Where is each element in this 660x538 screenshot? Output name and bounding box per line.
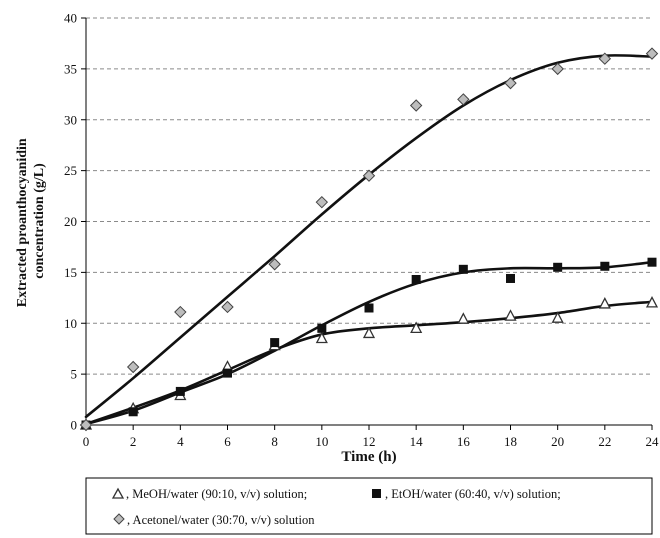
diamond-point: [457, 93, 470, 106]
square-point: [458, 264, 468, 274]
diamond-point: [362, 169, 376, 182]
legend-item-meoh: , MeOH/water (90:10, v/v) solution;: [111, 487, 307, 501]
legend-diamond-marker: [113, 513, 125, 525]
diamond-point: [551, 62, 564, 76]
x-tick-label: 20: [551, 434, 564, 449]
square-point: [175, 386, 185, 396]
y-tick-label: 25: [64, 163, 77, 178]
triangle-point: [410, 321, 423, 333]
square-point: [317, 323, 327, 333]
legend-label-acetone: , Acetonel/water (30:70, v/v) solution: [127, 513, 315, 527]
y-tick-label: 0: [71, 418, 78, 433]
x-tick-label: 22: [598, 434, 611, 449]
square-point: [600, 261, 610, 271]
triangle-point: [362, 326, 376, 339]
legend-item-etoh: , EtOH/water (60:40, v/v) solution;: [372, 487, 561, 501]
y-tick-label: 15: [64, 265, 77, 280]
x-tick-label: 24: [646, 434, 660, 449]
diamond-point: [221, 300, 234, 314]
diamond-point: [645, 47, 659, 60]
legend-label-meoh: , MeOH/water (90:10, v/v) solution;: [126, 487, 307, 501]
fit-curves: [84, 54, 654, 426]
y-axis-title-line-1: Extracted proanthocyanidin: [15, 138, 30, 307]
legend-box: [85, 477, 653, 535]
diamond-point: [504, 76, 517, 90]
y-tick-label: 5: [71, 367, 78, 382]
fit-curve-meoh: [84, 300, 654, 426]
grid: [86, 17, 652, 375]
legend-label-etoh: , EtOH/water (60:40, v/v) solution;: [385, 487, 561, 501]
diamond-point: [126, 360, 140, 374]
legend-square-marker: [372, 489, 381, 498]
legend-item-acetone: , Acetonel/water (30:70, v/v) solution: [113, 513, 315, 527]
triangle-point: [598, 297, 611, 309]
square-point: [223, 368, 232, 378]
x-tick-label: 6: [224, 434, 231, 449]
y-tick-label: 35: [64, 61, 77, 76]
x-tick-label: 12: [363, 434, 376, 449]
y-axis-title: Extracted proanthocyanidin concentration…: [15, 135, 47, 307]
fit-curve-acetone: [84, 54, 654, 419]
y-axis-title-line-2: concentration (g/L): [32, 163, 47, 279]
diamond-point: [598, 52, 612, 65]
x-tick-label: 8: [271, 434, 278, 449]
square-point: [647, 257, 657, 267]
x-tick-label: 4: [177, 434, 184, 449]
diamond-point: [79, 418, 93, 432]
square-point: [128, 407, 138, 417]
y-tick-label: 40: [64, 11, 77, 26]
y-tick-label: 10: [64, 316, 77, 331]
diamond-point: [409, 99, 423, 112]
legend: , MeOH/water (90:10, v/v) solution; , Et…: [85, 477, 653, 535]
diamond-point: [174, 305, 187, 319]
diamond-point: [315, 195, 329, 209]
x-axis-title: Time (h): [341, 449, 396, 465]
x-tick-label: 0: [83, 434, 90, 449]
y-tick-label: 20: [64, 214, 77, 229]
data-points: [79, 47, 659, 432]
x-tick-label: 10: [315, 434, 328, 449]
square-point: [506, 273, 515, 283]
square-point: [270, 338, 280, 348]
square-point: [411, 274, 421, 284]
fit-curve-etoh: [84, 260, 654, 426]
y-tick-label: 30: [64, 112, 77, 127]
x-tick-label: 14: [410, 434, 424, 449]
triangle-point: [645, 296, 659, 308]
square-point: [553, 262, 563, 272]
diamond-point: [268, 258, 281, 271]
x-tick-label: 16: [457, 434, 471, 449]
x-tick-label: 2: [130, 434, 137, 449]
x-tick-label: 18: [504, 434, 517, 449]
triangle-point: [457, 312, 470, 324]
triangle-point: [504, 309, 517, 321]
triangle-point: [551, 311, 564, 323]
square-point: [364, 303, 374, 313]
legend-triangle-marker: [111, 487, 125, 499]
triangle-point: [315, 331, 328, 344]
